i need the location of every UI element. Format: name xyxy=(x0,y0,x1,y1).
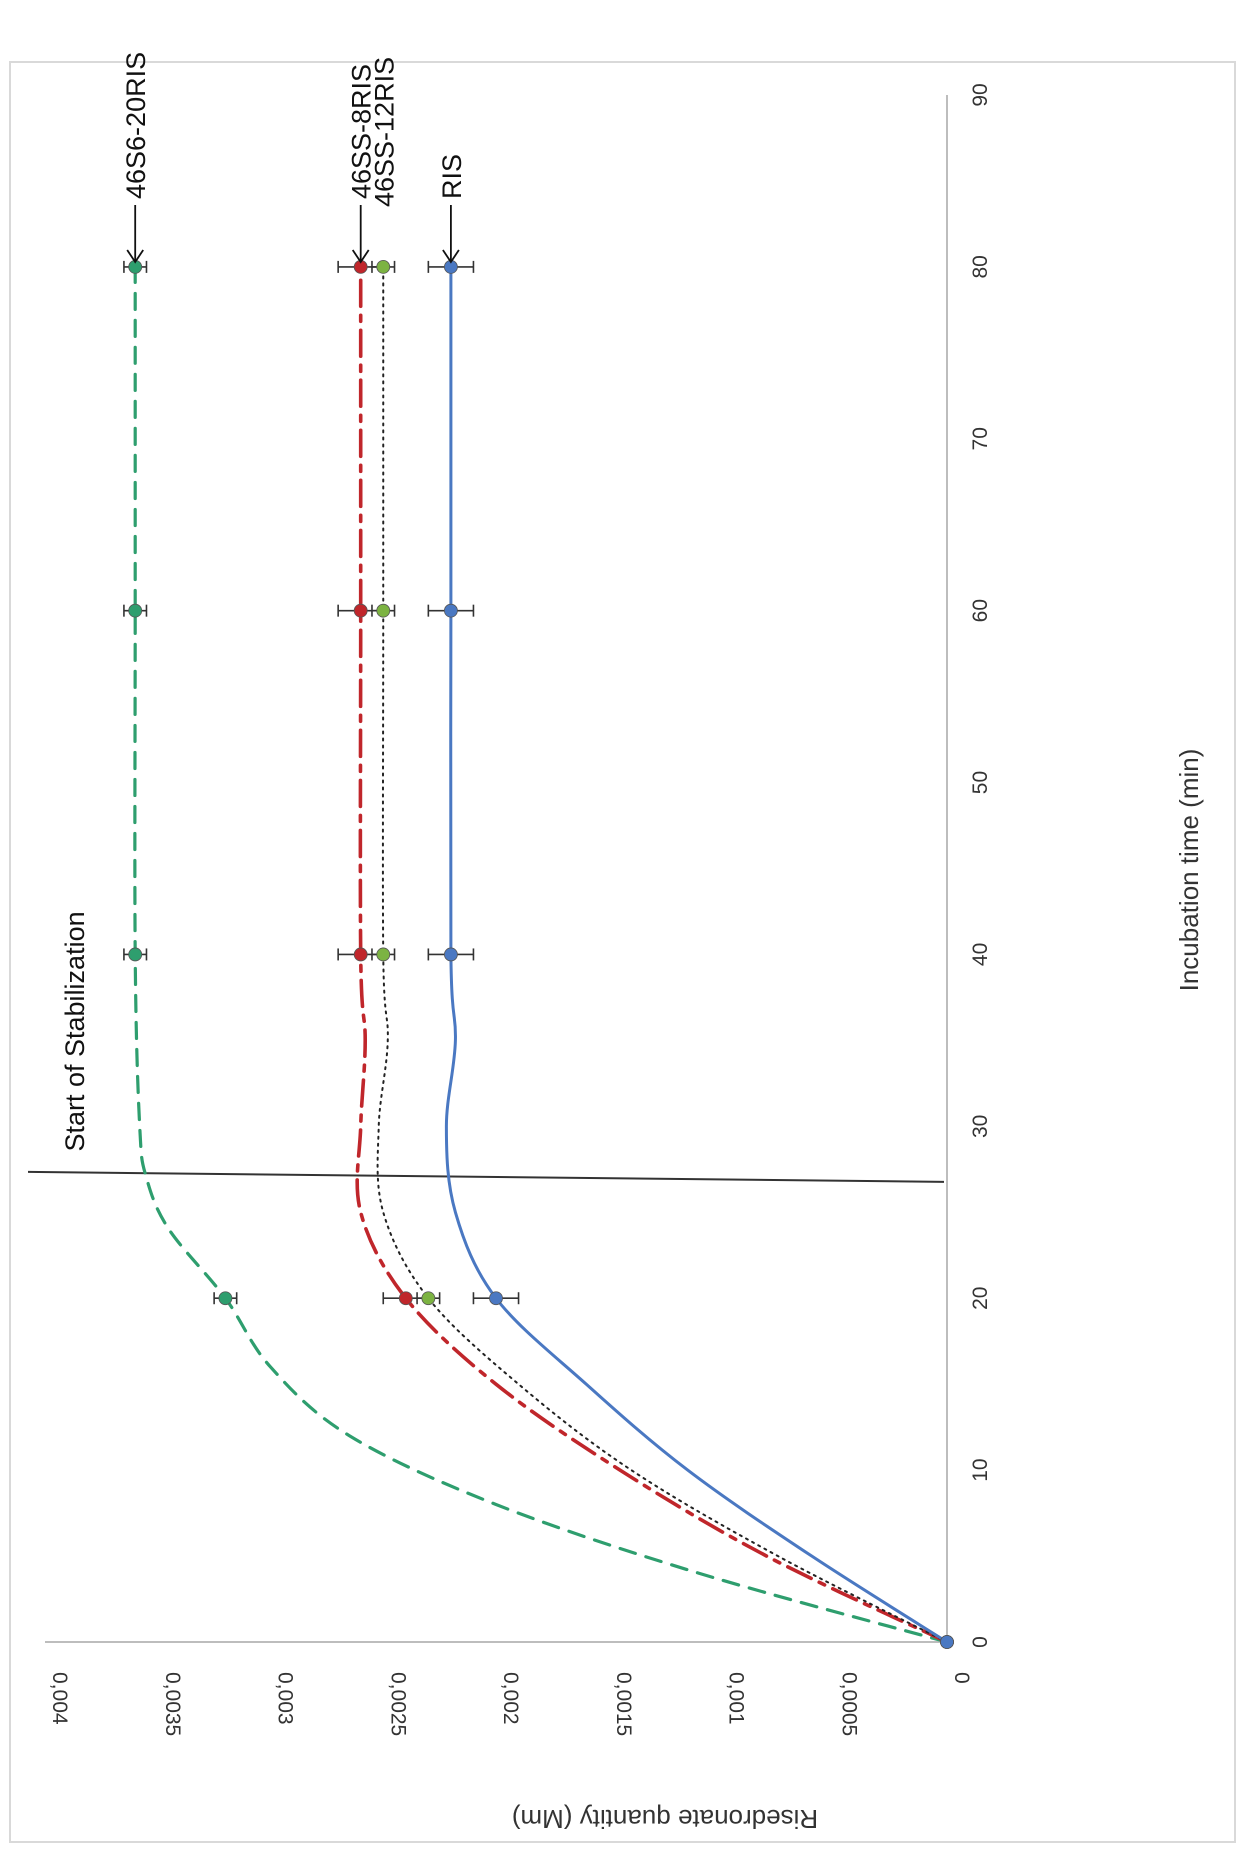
data-point xyxy=(353,603,368,618)
y-tick-label: 0,001 xyxy=(725,1672,748,1725)
annotations: Start of Stabilization xyxy=(27,911,945,1183)
series-line xyxy=(444,265,949,1644)
x-tick-label: 70 xyxy=(969,427,992,450)
y-tick-label: 0,0035 xyxy=(161,1672,184,1736)
series-line xyxy=(355,265,949,1644)
data-point xyxy=(376,947,391,962)
chart-border xyxy=(9,61,1236,1843)
data-point xyxy=(443,947,458,962)
data-point xyxy=(128,603,143,618)
series-label: 46S6-20RIS xyxy=(121,52,151,199)
data-point xyxy=(443,603,458,618)
y-tick-label: 0,0015 xyxy=(612,1672,635,1736)
data-point xyxy=(353,947,368,962)
series-markers xyxy=(123,259,954,1649)
series-curves xyxy=(133,265,949,1644)
x-tick-label: 40 xyxy=(969,943,992,966)
data-point xyxy=(128,947,143,962)
data-point xyxy=(421,1291,436,1306)
series-label: 46SS-12RIS xyxy=(369,57,399,207)
stabilization-line xyxy=(27,1170,945,1183)
series-label-arrowhead xyxy=(351,249,370,264)
series-line xyxy=(376,265,948,1643)
data-point xyxy=(489,1291,503,1306)
y-tick-label: 0,003 xyxy=(274,1672,297,1725)
data-point xyxy=(398,1291,413,1306)
x-tick-label: 30 xyxy=(969,1115,992,1138)
x-tick-label: 20 xyxy=(969,1287,992,1310)
y-tick-label: 0,002 xyxy=(499,1672,522,1725)
x-tick-label: 80 xyxy=(969,255,992,278)
data-point xyxy=(218,1291,233,1306)
data-point xyxy=(940,1635,954,1649)
y-tick-labels: 0 0,0005 0,001 0,0015 0,002 0,0025 0,003 0,0035… xyxy=(48,1672,973,1736)
x-tick-label: 60 xyxy=(969,599,992,622)
y-axis-title: Risedronate quantity (Mm) xyxy=(512,1804,818,1834)
y-tick-label: 0 xyxy=(950,1672,973,1684)
series-label: RIS xyxy=(437,154,467,199)
x-tick-labels: 0 10 20 30 40 50 60 70 80 90 xyxy=(969,83,992,1648)
x-tick-label: 90 xyxy=(969,83,992,106)
x-tick-label: 50 xyxy=(969,771,992,794)
y-tick-label: 0,004 xyxy=(48,1672,71,1725)
series-label-arrowhead xyxy=(126,249,144,264)
data-point xyxy=(376,259,391,274)
data-point xyxy=(376,603,391,618)
x-axis-title: Incubation time (min) xyxy=(1174,749,1204,992)
x-tick-label: 10 xyxy=(969,1458,992,1481)
y-tick-label: 0,0005 xyxy=(837,1672,860,1736)
stabilization-label: Start of Stabilization xyxy=(60,911,90,1151)
series-line xyxy=(133,265,949,1644)
x-tick-label: 0 xyxy=(969,1636,992,1648)
series-label-arrowhead xyxy=(442,249,460,264)
y-tick-label: 0,0025 xyxy=(386,1672,409,1736)
series-label: 46SS-8RIS xyxy=(347,64,377,199)
